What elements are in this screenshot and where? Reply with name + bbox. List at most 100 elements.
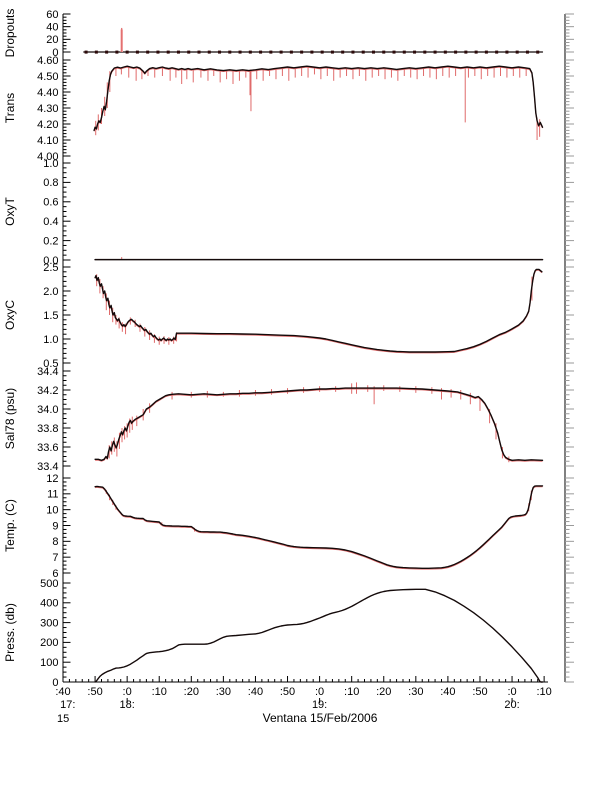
dropout-sample-marker bbox=[464, 50, 468, 54]
dropout-sample-marker bbox=[515, 50, 519, 54]
dropout-sample-marker bbox=[320, 50, 324, 54]
dropout-sample-marker bbox=[361, 50, 365, 54]
x-tick-label: :0 bbox=[315, 686, 324, 698]
y-tick-label: 0.2 bbox=[43, 235, 58, 247]
dropout-sample-marker bbox=[300, 50, 304, 54]
dropout-sample-marker bbox=[228, 50, 232, 54]
x-tick-label: :50 bbox=[280, 686, 295, 698]
dropout-sample-marker bbox=[330, 50, 334, 54]
y-tick-label: 7 bbox=[52, 552, 58, 564]
y-tick-label: 2.0 bbox=[43, 286, 58, 298]
x-tick-label: :30 bbox=[216, 686, 231, 698]
y-tick-label: 400 bbox=[40, 598, 58, 610]
y-tick-label: 300 bbox=[40, 617, 58, 629]
dropout-sample-marker bbox=[402, 50, 406, 54]
y-tick-label: 33.4 bbox=[37, 461, 58, 473]
y-tick-label: 4.50 bbox=[37, 71, 58, 83]
dropout-sample-marker bbox=[166, 50, 170, 54]
y-tick-label: 4.20 bbox=[37, 119, 58, 131]
y-tick-label: 9 bbox=[52, 520, 58, 532]
dropout-sample-marker bbox=[536, 50, 540, 54]
y-tick-label: 4.00 bbox=[37, 151, 58, 163]
y-tick-label: 20 bbox=[46, 34, 58, 46]
panel-trans: 4.00 4.10 4.20 4.30 4.40 4.50 4.60 Trans bbox=[3, 55, 574, 163]
dropout-sample-marker bbox=[382, 50, 386, 54]
y-tick-label: 10 bbox=[46, 504, 58, 516]
dropout-sample-marker bbox=[187, 50, 191, 54]
dropout-sample-marker bbox=[423, 50, 427, 54]
y-tick-label: 6 bbox=[52, 568, 58, 580]
dropout-sample-marker bbox=[505, 50, 509, 54]
dropout-sample-marker bbox=[392, 50, 396, 54]
dropout-sample-marker bbox=[105, 50, 109, 54]
dropout-sample-marker bbox=[146, 50, 150, 54]
dropout-sample-marker bbox=[115, 50, 119, 54]
y-tick-label: 8 bbox=[52, 536, 58, 548]
y-tick-label: 33.8 bbox=[37, 423, 58, 435]
y-tick-label: 4.10 bbox=[37, 135, 58, 147]
x-tick-label: :40 bbox=[248, 686, 263, 698]
dropout-sample-marker bbox=[218, 50, 222, 54]
y-axis-title: Temp. (C) bbox=[3, 499, 17, 552]
y-tick-label: 200 bbox=[40, 637, 58, 649]
x-tick-label: :50 bbox=[87, 686, 102, 698]
dropout-sample-marker bbox=[197, 50, 201, 54]
x-tick-label: :0 bbox=[507, 686, 516, 698]
y-tick-label: 40 bbox=[46, 21, 58, 33]
y-tick-label: 0.6 bbox=[43, 197, 58, 209]
dropout-sample-marker bbox=[310, 50, 314, 54]
press-curve bbox=[94, 588, 544, 683]
hour-label: 18: bbox=[120, 699, 135, 711]
dropout-sample-marker bbox=[495, 50, 499, 54]
y-tick-label: 0.0 bbox=[43, 255, 58, 267]
dropout-sample-marker bbox=[289, 50, 293, 54]
y-tick-label: 11 bbox=[47, 489, 58, 501]
dropout-sample-marker bbox=[341, 50, 345, 54]
y-tick-label: 12 bbox=[46, 473, 58, 485]
panel-oxyc: 0.5 1.0 1.5 2.0 2.5 OxyC bbox=[3, 262, 574, 370]
dropout-sample-marker bbox=[454, 50, 458, 54]
x-tick-label: :40 bbox=[55, 686, 70, 698]
y-tick-label: 33.6 bbox=[37, 442, 58, 454]
dropout-sample-marker bbox=[371, 50, 375, 54]
y-axis-title: Press. (db) bbox=[3, 603, 17, 662]
y-axis-title: Sal78 (psu) bbox=[3, 388, 17, 449]
oxyc-raw-curve bbox=[94, 269, 543, 354]
dropout-sample-marker bbox=[238, 50, 242, 54]
y-tick-label: 0.8 bbox=[43, 177, 58, 189]
temp-raw-curve bbox=[95, 486, 543, 570]
dropout-sample-marker bbox=[156, 50, 160, 54]
x-tick-label: :40 bbox=[440, 686, 455, 698]
dropout-sample-marker bbox=[433, 50, 437, 54]
y-axis-title: OxyC bbox=[3, 300, 17, 330]
y-tick-label: 1.0 bbox=[43, 158, 58, 170]
trans-raw-curve bbox=[93, 66, 543, 132]
x-tick-label: :10 bbox=[344, 686, 359, 698]
y-tick-label: 34.2 bbox=[37, 385, 58, 397]
y-tick-label: 500 bbox=[40, 578, 58, 590]
dropout-sample-marker bbox=[474, 50, 478, 54]
dropout-sample-marker bbox=[259, 50, 263, 54]
dropout-sample-marker bbox=[94, 50, 98, 54]
dropout-sample-marker bbox=[248, 50, 252, 54]
y-tick-label: 34.0 bbox=[37, 404, 58, 416]
hour-label: 19: bbox=[312, 699, 327, 711]
x-tick-label: :20 bbox=[184, 686, 199, 698]
axes-frame bbox=[62, 14, 566, 683]
sal78-curve bbox=[94, 387, 544, 461]
x-tick-label: :10 bbox=[536, 686, 551, 698]
y-tick-label: 0 bbox=[52, 677, 58, 689]
x-tick-label: :10 bbox=[152, 686, 167, 698]
dropout-sample-marker bbox=[525, 50, 529, 54]
chart-title: Ventana 15/Feb/2006 bbox=[263, 711, 378, 725]
y-tick-label: 4.30 bbox=[37, 103, 58, 115]
y-axis-title: Dropouts bbox=[3, 9, 17, 58]
x-tick-label: :50 bbox=[472, 686, 487, 698]
panel-press: 0 100 200 300 400 500 Press. (db) bbox=[3, 578, 574, 689]
x-tick-label: :30 bbox=[408, 686, 423, 698]
y-tick-label: 0.4 bbox=[43, 216, 58, 228]
y-tick-label: 2.5 bbox=[43, 262, 58, 274]
